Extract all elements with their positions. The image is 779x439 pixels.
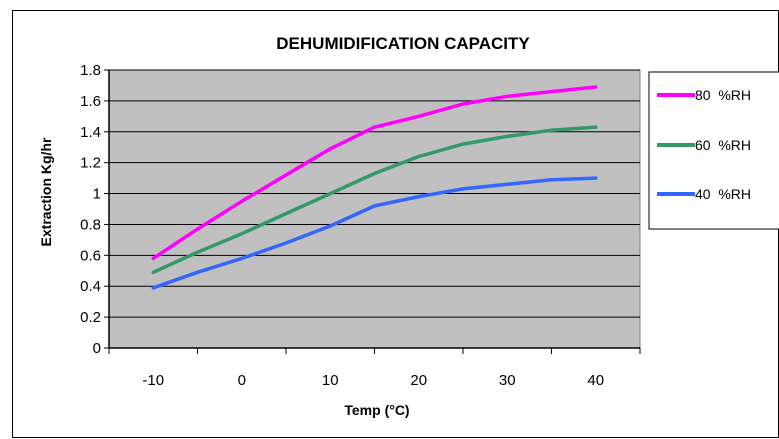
legend-box bbox=[648, 71, 779, 230]
y-tick-label-0: 0 bbox=[93, 340, 101, 357]
x-tick-label-2: 10 bbox=[322, 372, 339, 389]
chart-area: DEHUMIDIFICATION CAPACITY 0 0.2 0.4 0.6 0.8 1… bbox=[12, 10, 779, 438]
x-tick-label-4: 30 bbox=[499, 372, 516, 389]
y-tick-label-8: 1.6 bbox=[80, 93, 101, 110]
legend-label-0: 80 %RH bbox=[695, 87, 751, 103]
legend-label-2: 40 %RH bbox=[695, 186, 751, 202]
y-tick-label-9: 1.8 bbox=[80, 62, 101, 79]
plot-background bbox=[108, 69, 641, 349]
chart-title: DEHUMIDIFICATION CAPACITY bbox=[276, 34, 530, 53]
legend-label-1: 60 %RH bbox=[695, 137, 751, 153]
axes: 0 0.2 0.4 0.6 0.8 1 1.2 1.4 1.6 1.8 -10 0 10 20 30 40 bbox=[80, 62, 641, 389]
y-tick-label-6: 1.2 bbox=[80, 155, 101, 172]
x-tick-label-3: 20 bbox=[410, 372, 427, 389]
y-tick-label-3: 0.6 bbox=[80, 247, 101, 264]
series-line-2 bbox=[151, 176, 598, 290]
y-tick-label-1: 0.2 bbox=[80, 309, 101, 326]
chart-svg: DEHUMIDIFICATION CAPACITY 0 0.2 0.4 0.6 0.8 1… bbox=[38, 34, 779, 418]
y-tick-label-5: 1 bbox=[93, 186, 101, 203]
y-tick-label-4: 0.8 bbox=[80, 216, 101, 233]
x-axis-title: Temp (°C) bbox=[344, 402, 409, 418]
series-line-1 bbox=[151, 125, 598, 275]
series-line-0 bbox=[151, 85, 598, 261]
y-tick-label-7: 1.4 bbox=[80, 124, 101, 141]
y-axis-title: Extraction Kg/hr bbox=[38, 137, 54, 246]
x-tick-label-0: -10 bbox=[142, 372, 164, 389]
x-tick-label-5: 40 bbox=[587, 372, 604, 389]
y-tick-label-2: 0.4 bbox=[80, 278, 101, 295]
plot-area bbox=[108, 69, 641, 349]
legend: 80 %RH 60 %RH 40 %RH bbox=[648, 71, 779, 230]
x-tick-label-1: 0 bbox=[238, 372, 246, 389]
